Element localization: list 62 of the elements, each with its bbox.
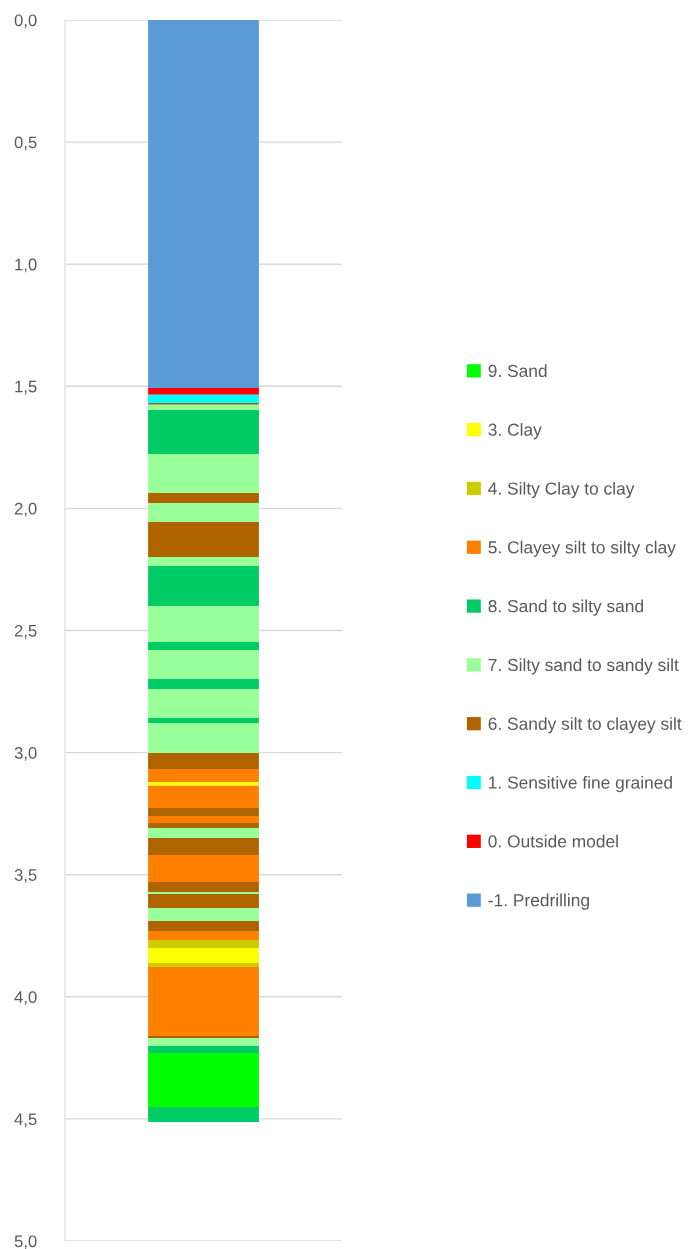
bar [148, 963, 259, 968]
bar [148, 939, 259, 948]
legend-label: 5. Clayey silt to silty clay [488, 540, 676, 557]
y-tick-label: 4,0 [14, 991, 37, 1005]
bar [148, 409, 259, 454]
legend-label: 3. Clay [488, 423, 542, 440]
bar [148, 816, 259, 823]
bar [148, 1052, 259, 1107]
bar [148, 557, 259, 567]
bar [148, 503, 259, 523]
bar [148, 679, 259, 690]
bar [148, 854, 259, 883]
y-tick-label: 1,5 [15, 380, 37, 395]
bar [148, 20, 259, 389]
bar [148, 606, 259, 642]
y-tick-label: 2,0 [14, 502, 37, 517]
bar [148, 753, 259, 769]
legend-label: 8. Sand to silty sand [488, 599, 643, 616]
y-tick-label: 2,5 [14, 624, 37, 639]
y-tick-label: 4,5 [14, 1113, 37, 1128]
legend-label: -1. Predrilling [488, 893, 589, 910]
bar [148, 893, 259, 908]
bar [148, 808, 259, 817]
y-tick-label: 5,0 [14, 1235, 37, 1249]
bar [148, 1045, 259, 1053]
legend-label: 9. Sand [488, 364, 547, 378]
bar [148, 947, 259, 964]
y-tick-label: 3,5 [14, 869, 37, 883]
bar [148, 1038, 259, 1046]
y-tick-label: 0,0 [14, 14, 37, 29]
bar [148, 1106, 259, 1123]
bar [148, 566, 259, 607]
y-tick-label: 0,5 [14, 136, 37, 151]
bar [148, 388, 259, 395]
legend-label: 6. Sandy silt to clayey silt [488, 717, 682, 734]
bar [148, 785, 259, 809]
bar [148, 967, 259, 1037]
bar [148, 768, 259, 782]
bar [148, 522, 259, 557]
bar [148, 641, 259, 651]
bar [148, 717, 259, 724]
y-tick-label: 3,0 [14, 747, 37, 761]
bar [148, 921, 259, 932]
bar [148, 907, 259, 922]
legend-label: 7. Silty sand to sandy silt [488, 658, 679, 675]
bar [148, 394, 259, 403]
bar [148, 838, 259, 855]
legend-label: 1. Sensitive fine grained [489, 775, 672, 793]
bar [148, 828, 259, 839]
bar [148, 404, 259, 410]
y-tick-label: 1,0 [15, 258, 37, 273]
bar [148, 723, 259, 754]
bar [148, 493, 259, 504]
bar [148, 781, 259, 786]
bar [148, 650, 259, 680]
legend-label: 0. Outside model [488, 834, 618, 848]
bar [148, 882, 259, 893]
bar [148, 822, 259, 829]
bar [148, 689, 259, 718]
bar [148, 931, 259, 940]
bar [148, 453, 259, 494]
legend-label: 4. Silty Clay to clay [488, 481, 635, 499]
